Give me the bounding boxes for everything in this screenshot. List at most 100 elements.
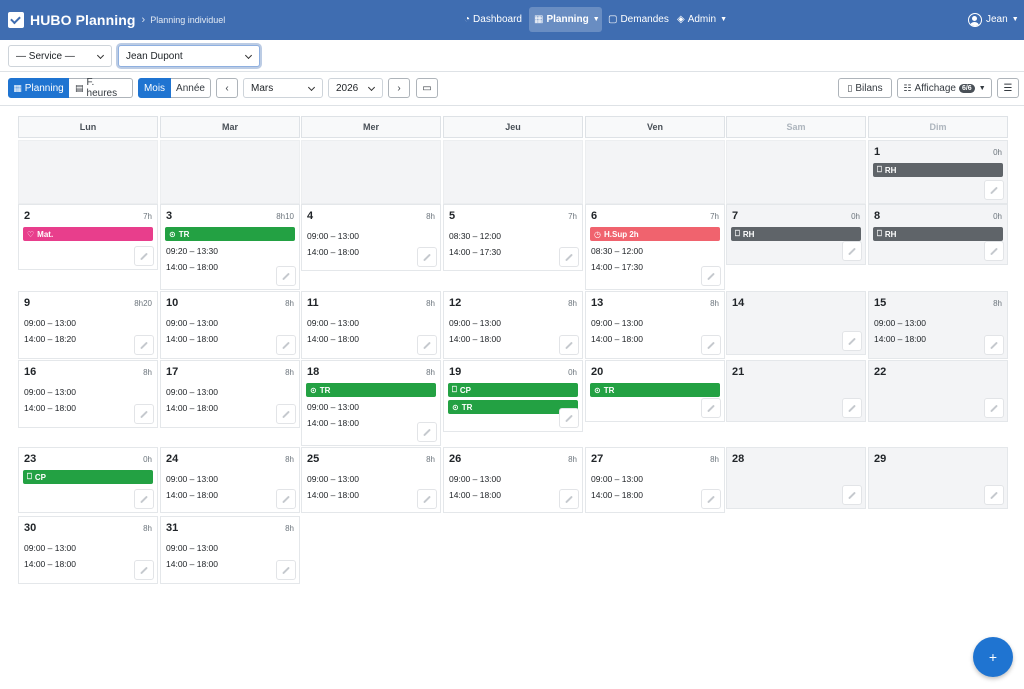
calendar-day-cell[interactable]: 12 8h 09:00 – 13:00 14:00 – 18:00 bbox=[443, 291, 583, 359]
edit-day-button[interactable] bbox=[701, 266, 721, 286]
nav-demandes[interactable]: ▢ Demandes bbox=[603, 7, 674, 32]
edit-day-button[interactable] bbox=[134, 489, 154, 509]
calendar-day-cell[interactable]: 31 8h 09:00 – 13:00 14:00 – 18:00 bbox=[160, 516, 300, 584]
edit-day-button[interactable] bbox=[984, 241, 1004, 261]
edit-day-button[interactable] bbox=[984, 398, 1004, 418]
event-tag-tr[interactable]: ⊙ TR bbox=[306, 383, 436, 397]
month-select[interactable]: Mars bbox=[243, 78, 323, 98]
brand[interactable]: HUBO Planning › Planning individuel bbox=[8, 0, 225, 40]
calendar-day-cell[interactable]: 25 8h 09:00 – 13:00 14:00 – 18:00 bbox=[301, 447, 441, 513]
range-year-button[interactable]: Année bbox=[171, 78, 211, 98]
nav-admin[interactable]: ◈ Admin ▼ bbox=[672, 7, 732, 32]
calendar-day-cell[interactable]: 21 bbox=[726, 360, 866, 422]
day-number: 3 bbox=[166, 210, 173, 222]
range-month-button[interactable]: Mois bbox=[138, 78, 171, 98]
edit-day-button[interactable] bbox=[842, 241, 862, 261]
nav-dashboard[interactable]: ◔ Dashboard bbox=[459, 7, 527, 32]
bilans-button[interactable]: ▯ Bilans bbox=[838, 78, 892, 98]
calendar-day-cell[interactable]: 26 8h 09:00 – 13:00 14:00 – 18:00 bbox=[443, 447, 583, 513]
day-number: 16 bbox=[24, 366, 37, 378]
calendar-day-cell[interactable]: 11 8h 09:00 – 13:00 14:00 – 18:00 bbox=[301, 291, 441, 359]
calendar-day-cell[interactable]: 5 7h 08:30 – 12:00 14:00 – 17:30 bbox=[443, 204, 583, 271]
event-tag-rh[interactable]: ⎕ RH bbox=[873, 163, 1003, 177]
calendar-day-cell[interactable]: 6 7h ◷ H.Sup 2h 08:30 – 12:00 14:00 – 17:30 bbox=[585, 204, 725, 290]
calendar-day-cell[interactable]: 29 bbox=[868, 447, 1008, 509]
edit-day-button[interactable] bbox=[842, 398, 862, 418]
edit-day-button[interactable] bbox=[984, 180, 1004, 200]
event-tag-tr[interactable]: ⊙ TR bbox=[448, 400, 578, 414]
calendar-day-cell[interactable]: 8 0h ⎕ RH bbox=[868, 204, 1008, 265]
calendar-day-cell[interactable]: 27 8h 09:00 – 13:00 14:00 – 18:00 bbox=[585, 447, 725, 513]
calendar-day-cell[interactable]: 22 bbox=[868, 360, 1008, 422]
calendar-day-cell[interactable]: 13 8h 09:00 – 13:00 14:00 – 18:00 bbox=[585, 291, 725, 359]
nav-planning-label: Planning bbox=[546, 14, 589, 25]
edit-day-button[interactable] bbox=[134, 404, 154, 424]
edit-day-button[interactable] bbox=[417, 247, 437, 267]
edit-day-button[interactable] bbox=[417, 422, 437, 442]
edit-day-button[interactable] bbox=[559, 247, 579, 267]
edit-day-button[interactable] bbox=[842, 485, 862, 505]
edit-day-button[interactable] bbox=[134, 560, 154, 580]
edit-day-button[interactable] bbox=[984, 485, 1004, 505]
event-tag-tr[interactable]: ⊙ TR bbox=[165, 227, 295, 241]
calendar-day-cell[interactable]: 7 0h ⎕ RH bbox=[726, 204, 866, 265]
edit-day-button[interactable] bbox=[701, 335, 721, 355]
nav-planning[interactable]: ▦ Planning ▼ bbox=[529, 7, 602, 32]
edit-day-button[interactable] bbox=[276, 560, 296, 580]
edit-day-button[interactable] bbox=[559, 489, 579, 509]
calendar-day-cell[interactable]: 23 0h ⎕ CP bbox=[18, 447, 158, 513]
user-menu[interactable]: Jean ▼ bbox=[963, 7, 1024, 32]
calendar-day-cell[interactable]: 20 ⊙ TR bbox=[585, 360, 725, 422]
event-tag-h-sup-2h[interactable]: ◷ H.Sup 2h bbox=[590, 227, 720, 241]
event-tag-rh[interactable]: ⎕ RH bbox=[731, 227, 861, 241]
settings-button[interactable]: ☰ bbox=[997, 78, 1019, 98]
edit-day-button[interactable] bbox=[984, 335, 1004, 355]
calendar-day-cell[interactable]: 17 8h 09:00 – 13:00 14:00 – 18:00 bbox=[160, 360, 300, 428]
edit-day-button[interactable] bbox=[559, 408, 579, 428]
year-select[interactable]: 2026 bbox=[328, 78, 383, 98]
event-tag-mat-[interactable]: ♡ Mat. bbox=[23, 227, 153, 241]
today-button[interactable]: ▭ bbox=[416, 78, 438, 98]
event-tag-cp[interactable]: ⎕ CP bbox=[23, 470, 153, 484]
calendar-day-cell[interactable]: 28 bbox=[726, 447, 866, 509]
calendar-day-cell[interactable]: 2 7h ♡ Mat. bbox=[18, 204, 158, 270]
calendar-day-cell[interactable]: 9 8h20 09:00 – 13:00 14:00 – 18:20 bbox=[18, 291, 158, 359]
edit-day-button[interactable] bbox=[276, 404, 296, 424]
edit-day-button[interactable] bbox=[701, 489, 721, 509]
calendar-day-cell[interactable]: 3 8h10 ⊙ TR 09:20 – 13:30 14:00 – 18:00 bbox=[160, 204, 300, 290]
add-button[interactable]: + bbox=[973, 637, 1013, 677]
edit-day-button[interactable] bbox=[559, 335, 579, 355]
view-hours-button[interactable]: ▤ F. heures bbox=[69, 77, 133, 99]
affichage-button[interactable]: ☷ Affichage 6/6 ▼ bbox=[897, 78, 992, 98]
edit-day-button[interactable] bbox=[276, 266, 296, 286]
day-number: 29 bbox=[874, 453, 887, 465]
edit-day-button[interactable] bbox=[842, 331, 862, 351]
event-tag-rh[interactable]: ⎕ RH bbox=[873, 227, 1003, 241]
calendar-day-cell[interactable]: 14 bbox=[726, 291, 866, 355]
calendar-day-cell[interactable]: 10 8h 09:00 – 13:00 14:00 – 18:00 bbox=[160, 291, 300, 359]
time-slot: 14:00 – 18:00 bbox=[449, 489, 501, 500]
calendar-day-cell[interactable]: 15 8h 09:00 – 13:00 14:00 – 18:00 bbox=[868, 291, 1008, 359]
edit-day-button[interactable] bbox=[701, 398, 721, 418]
calendar-day-cell[interactable]: 1 0h ⎕ RH bbox=[868, 140, 1008, 204]
event-tag-cp[interactable]: ⎕ CP bbox=[448, 383, 578, 397]
edit-day-button[interactable] bbox=[134, 335, 154, 355]
edit-day-button[interactable] bbox=[134, 246, 154, 266]
edit-day-button[interactable] bbox=[417, 489, 437, 509]
calendar-day-cell[interactable]: 4 8h 09:00 – 13:00 14:00 – 18:00 bbox=[301, 204, 441, 271]
employee-select[interactable]: Jean Dupont bbox=[118, 45, 260, 67]
calendar-day-cell[interactable]: 18 8h ⊙ TR 09:00 – 13:00 14:00 – 18:00 bbox=[301, 360, 441, 446]
calendar-day-cell[interactable]: 24 8h 09:00 – 13:00 14:00 – 18:00 bbox=[160, 447, 300, 513]
chevron-left-icon: ‹ bbox=[225, 82, 229, 94]
prev-month-button[interactable]: ‹ bbox=[216, 78, 238, 98]
calendar-day-cell[interactable]: 30 8h 09:00 – 13:00 14:00 – 18:00 bbox=[18, 516, 158, 584]
event-tag-tr[interactable]: ⊙ TR bbox=[590, 383, 720, 397]
service-select[interactable]: — Service — bbox=[8, 45, 112, 67]
edit-day-button[interactable] bbox=[276, 335, 296, 355]
edit-day-button[interactable] bbox=[276, 489, 296, 509]
next-month-button[interactable]: › bbox=[388, 78, 410, 98]
calendar-day-cell[interactable]: 19 0h ⎕ CP ⊙ TR bbox=[443, 360, 583, 432]
edit-day-button[interactable] bbox=[417, 335, 437, 355]
view-planning-button[interactable]: ▦ Planning bbox=[8, 78, 69, 98]
calendar-day-cell[interactable]: 16 8h 09:00 – 13:00 14:00 – 18:00 bbox=[18, 360, 158, 428]
